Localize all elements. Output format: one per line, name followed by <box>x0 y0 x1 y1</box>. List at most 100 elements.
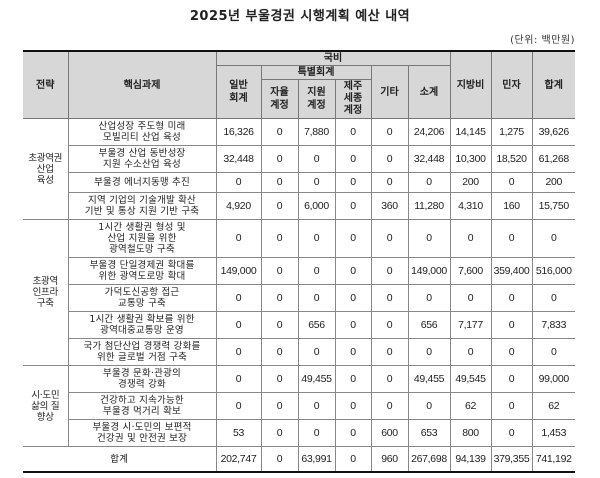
general-value: 0 <box>215 284 262 312</box>
total-subtotal-value: 267,698 <box>407 446 451 473</box>
local-value: 7,177 <box>449 311 492 339</box>
total-jeju-value: 0 <box>334 446 372 473</box>
jeju-value: 0 <box>334 192 372 220</box>
autonomous-value: 0 <box>260 311 299 339</box>
table-row: 가덕도신공항 접근 교통망 구축 0 0 0 0 0 0 0 0 0 <box>23 284 575 312</box>
support-value: 0 <box>297 392 336 420</box>
other-value: 0 <box>370 257 409 285</box>
table-row: 건강하고 지속가능한 부울경 먹거리 확보 0 0 0 0 0 0 62 0 62 <box>23 392 575 420</box>
total-value: 0 <box>531 284 575 312</box>
support-value: 0 <box>297 338 336 366</box>
support-value: 0 <box>297 284 336 312</box>
autonomous-value: 0 <box>260 192 299 220</box>
header-local: 지방비 <box>449 50 492 119</box>
private-value: 0 <box>490 365 533 393</box>
general-value: 0 <box>215 311 262 339</box>
support-value: 0 <box>297 219 336 258</box>
total-total-value: 741,192 <box>531 446 575 473</box>
total-local-value: 94,139 <box>449 446 492 473</box>
subtotal-value: 149,000 <box>407 257 451 285</box>
autonomous-value: 0 <box>260 257 299 285</box>
general-value: 0 <box>215 392 262 420</box>
task-cell: 건강하고 지속가능한 부울경 먹거리 확보 <box>68 392 217 420</box>
jeju-value: 0 <box>334 219 372 258</box>
total-support-value: 63,991 <box>297 446 336 473</box>
support-value: 0 <box>297 172 336 193</box>
jeju-value: 0 <box>334 392 372 420</box>
task-cell: 부울경 시·도민의 보편적 건강권 및 안전권 보장 <box>68 419 217 447</box>
general-value: 53 <box>215 419 262 447</box>
jeju-value: 0 <box>334 118 372 146</box>
total-row: 합계 202,747 0 63,991 0 960 267,698 94,139 379,355… <box>23 446 575 473</box>
support-value: 0 <box>297 145 336 173</box>
support-value: 6,000 <box>297 192 336 220</box>
general-value: 149,000 <box>215 257 262 285</box>
page-title: 2025년 부울경권 시행계획 예산 내역 <box>189 9 411 24</box>
private-value: 0 <box>490 392 533 420</box>
other-value: 600 <box>370 419 409 447</box>
table-row: 시·도민 삶의 질 향상 부울경 문화·관광의 경쟁력 강화 0 0 49,455 0 0 4… <box>23 365 575 447</box>
total-value: 7,833 <box>531 311 575 339</box>
local-value: 62 <box>449 392 492 420</box>
total-private-value: 379,355 <box>490 446 533 473</box>
private-value: 0 <box>490 172 533 193</box>
general-value: 0 <box>215 172 262 193</box>
private-value: 0 <box>490 419 533 447</box>
header-support: 지원 계정 <box>297 79 336 119</box>
table-row: 초광역 인프라 구축 1시간 생활권 형성 및 산업 지원을 위한 광역철도망 구… <box>23 219 575 366</box>
other-value: 0 <box>370 365 409 393</box>
general-value: 0 <box>215 365 262 393</box>
other-value: 0 <box>370 311 409 339</box>
header-special: 특별회계 <box>260 65 372 80</box>
subtotal-value: 24,206 <box>407 118 451 146</box>
total-value: 15,750 <box>531 192 575 220</box>
other-value: 0 <box>370 219 409 258</box>
support-value: 7,880 <box>297 118 336 146</box>
task-cell: 가덕도신공항 접근 교통망 구축 <box>68 284 217 312</box>
task-cell: 국가 첨단산업 경쟁력 강화를 위한 글로벌 거점 구축 <box>68 338 217 366</box>
subtotal-value: 0 <box>407 338 451 366</box>
autonomous-value: 0 <box>260 118 299 146</box>
total-other-value: 960 <box>370 446 409 473</box>
autonomous-value: 0 <box>260 338 299 366</box>
autonomous-value: 0 <box>260 419 299 447</box>
strategy-cell: 초광역권 산업 육성 <box>23 118 69 220</box>
jeju-value: 0 <box>334 311 372 339</box>
total-value: 62 <box>531 392 575 420</box>
local-value: 49,545 <box>449 365 492 393</box>
task-cell: 산업성장 주도형 미래 모빌리티 산업 육성 <box>67 118 217 146</box>
task-cell: 지역 기업의 기술개발 확산 기반 및 통상 지원 기반 구축 <box>68 192 217 220</box>
jeju-value: 0 <box>334 257 372 285</box>
header-strategy: 전략 <box>23 50 69 119</box>
support-value: 0 <box>297 419 336 447</box>
table-row: 지역 기업의 기술개발 확산 기반 및 통상 지원 기반 구축 4,920 0 6,0… <box>23 192 575 220</box>
header-subtotal: 소계 <box>407 65 450 119</box>
local-value: 0 <box>449 338 492 366</box>
header-total: 합계 <box>531 50 575 119</box>
total-value: 1,453 <box>531 419 575 447</box>
autonomous-value: 0 <box>260 284 299 312</box>
general-value: 4,920 <box>215 192 262 220</box>
jeju-value: 0 <box>334 338 372 366</box>
support-value: 49,455 <box>297 365 336 393</box>
jeju-value: 0 <box>334 365 372 393</box>
local-value: 0 <box>449 284 492 312</box>
autonomous-value: 0 <box>260 392 299 420</box>
table-row: 부울경 산업 동반성장 지원 수소산업 육성 32,448 0 0 0 0 32,448 10… <box>23 145 575 173</box>
unit-label: (단위: 백만원) <box>510 35 575 46</box>
header-task: 핵심과제 <box>67 50 217 119</box>
subtotal-value: 0 <box>407 172 451 193</box>
table-row: 초광역권 산업 육성 산업성장 주도형 미래 모빌리티 산업 육성 16,326 0 7… <box>23 118 575 220</box>
subtotal-value: 11,280 <box>407 192 451 220</box>
private-value: 0 <box>490 284 533 312</box>
general-value: 16,326 <box>215 118 262 146</box>
general-value: 32,448 <box>215 145 262 173</box>
other-value: 0 <box>370 145 409 173</box>
header-private: 민자 <box>490 50 533 119</box>
other-value: 0 <box>370 338 409 366</box>
task-cell: 부울경 문화·관광의 경쟁력 강화 <box>67 365 217 393</box>
header-national: 국비 <box>215 50 451 66</box>
header-jeju: 제주 세종 계정 <box>334 79 371 119</box>
subtotal-value: 32,448 <box>407 145 451 173</box>
total-autonomous-value: 0 <box>260 446 299 473</box>
